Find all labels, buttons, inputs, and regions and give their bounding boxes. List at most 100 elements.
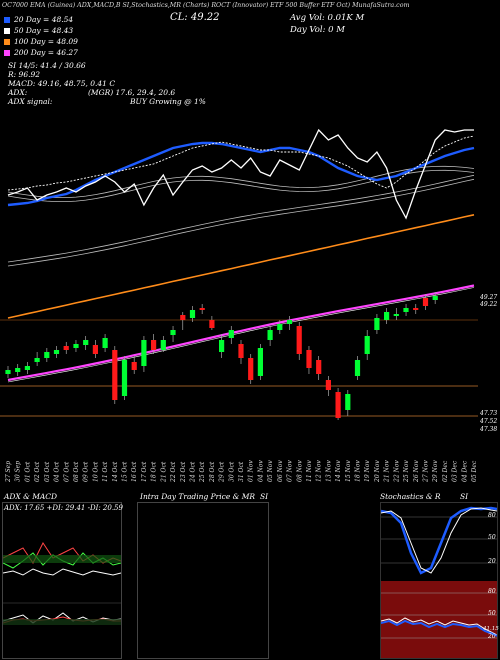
candle-body [228, 330, 234, 338]
legend-swatch-icon [4, 38, 10, 45]
price-label-top2: 49.22 [480, 301, 498, 308]
x-tick-label: 18 Oct [151, 461, 158, 482]
intraday-panel-title: Intra Day Trading Price & MR [140, 492, 256, 501]
ma-200-line [7, 284, 475, 382]
x-tick-label: 25 Nov [403, 460, 410, 483]
price-label-top: 49.27 [480, 294, 498, 301]
candle-body [34, 358, 40, 362]
stoch-level-80: 80 [488, 512, 496, 519]
stoch-panel-title: Stochastics & R [380, 492, 441, 501]
candles [5, 292, 438, 420]
candle-body [102, 338, 108, 348]
adx-panel-title: ADX & MACD [4, 492, 58, 501]
candle-body [238, 344, 244, 358]
x-tick-label: 30 Oct [228, 461, 235, 482]
main-chart: 27 Sep 30 Sep 01 Oct 02 Oct 03 Oct 04 Oct 07 O… [0, 128, 478, 483]
x-tick-label: 22 Nov [393, 460, 400, 483]
legend-item-100: 100 Day = 48.09 [4, 36, 78, 47]
x-tick-label: 31 Oct [238, 461, 245, 482]
r-readout: R: 96.92 [8, 70, 41, 79]
candle-body [248, 358, 254, 380]
x-tick-label: 08 Oct [73, 461, 80, 482]
x-tick-label: 28 Oct [209, 461, 216, 483]
candle-body [199, 308, 205, 310]
candle-body [374, 318, 380, 330]
x-tick-label: 29 Nov [432, 460, 439, 483]
stoch-level-20: 20 [488, 558, 496, 565]
x-tick-label: 05 Dec [471, 460, 478, 482]
intraday-panel [137, 502, 269, 659]
candle-body [180, 315, 186, 320]
x-tick-label: 05 Nov [267, 460, 274, 482]
x-tick-label: 27 Nov [423, 460, 430, 483]
x-tick-label: 02 Oct [34, 461, 41, 482]
candle-body [131, 362, 137, 370]
x-tick-label: 02 Dec [442, 460, 449, 482]
ma-100-line [7, 214, 475, 319]
x-tick-label: 08 Nov [296, 460, 303, 482]
moving-averages [7, 128, 475, 383]
candle-body [306, 350, 312, 368]
candle-body [53, 350, 60, 354]
si-current-value: 41.15 [483, 626, 499, 632]
x-tick-label: 18 Nov [355, 460, 362, 482]
adx-signal-value: BUY Growing @ 1% [130, 97, 206, 106]
candle-body [121, 360, 128, 396]
x-tick-label: 16 Oct [131, 461, 138, 482]
x-tick-label: 21 Nov [384, 460, 391, 483]
x-tick-label: 22 Oct [170, 461, 177, 483]
x-tick-label: 21 Oct [160, 461, 167, 483]
adx-label: ADX: [8, 88, 28, 97]
candle-body [325, 380, 331, 390]
candle-body [413, 308, 419, 310]
x-tick-label: 17 Oct [141, 461, 148, 482]
adx-panel-chart [3, 542, 121, 625]
candle-body [189, 310, 196, 318]
si-readout: SI 14/5: 41.4 / 30.66 [8, 61, 86, 70]
band-lower-2 [7, 178, 475, 267]
candle-body [354, 360, 361, 376]
adx-panel [2, 502, 122, 659]
si-level-50: 50 [488, 610, 496, 617]
price-label-low2: 47.52 [480, 418, 498, 425]
legend-item-20: 20 Day = 48.54 [4, 14, 78, 25]
adx-value: (MGR) 17.6, 29.4, 20.6 [88, 88, 176, 97]
x-tick-label: 23 Oct [180, 461, 187, 483]
x-tick-label: 09 Oct [83, 461, 90, 482]
candle-body [393, 314, 399, 316]
candle-body [141, 340, 147, 366]
x-tick-label: 01 Oct [24, 461, 31, 482]
x-tick-label: 07 Oct [63, 461, 70, 482]
legend-item-200: 200 Day = 46.27 [4, 47, 78, 58]
x-tick-label: 27 Sep [5, 461, 12, 483]
ma-50-line [7, 135, 475, 191]
legend-item-50: 50 Day = 48.43 [4, 25, 78, 36]
x-tick-label: 04 Oct [54, 461, 61, 482]
x-tick-label: 29 Oct [219, 461, 226, 483]
candle-body [44, 352, 50, 358]
day-volume: Day Vol: 0 M [290, 25, 345, 35]
x-tick-label: 03 Oct [44, 461, 51, 482]
candle-body [24, 366, 30, 370]
band-lower-1 [7, 174, 475, 263]
candle-body [403, 308, 409, 312]
si-level-20: 20 [488, 633, 496, 640]
x-tick-label: 13 Nov [325, 460, 332, 482]
candle-body [335, 392, 341, 418]
x-tick-label: 01 Nov [248, 460, 255, 482]
macd-readout: MACD: 49.16, 48.75, 0.41 C [8, 79, 116, 88]
legend-label: 20 Day = 48.54 [14, 15, 74, 24]
x-tick-label: 03 Dec [452, 460, 459, 482]
x-tick-label: 15 Nov [345, 460, 352, 482]
candle-body [384, 312, 390, 320]
adx-panel-values: ADX: 17.65 +DI: 29.41 -DI: 20.59 [4, 504, 123, 512]
candle-body [432, 296, 438, 300]
candle-body [209, 320, 215, 328]
price-line [7, 128, 474, 220]
x-tick-label: 20 Nov [374, 460, 381, 483]
price-level-lines [0, 319, 478, 417]
candle-body [257, 348, 263, 376]
x-tick-label: 10 Oct [92, 461, 99, 482]
stoch-panel-si: SI [460, 492, 469, 501]
x-tick-label: 14 Oct [112, 461, 119, 482]
